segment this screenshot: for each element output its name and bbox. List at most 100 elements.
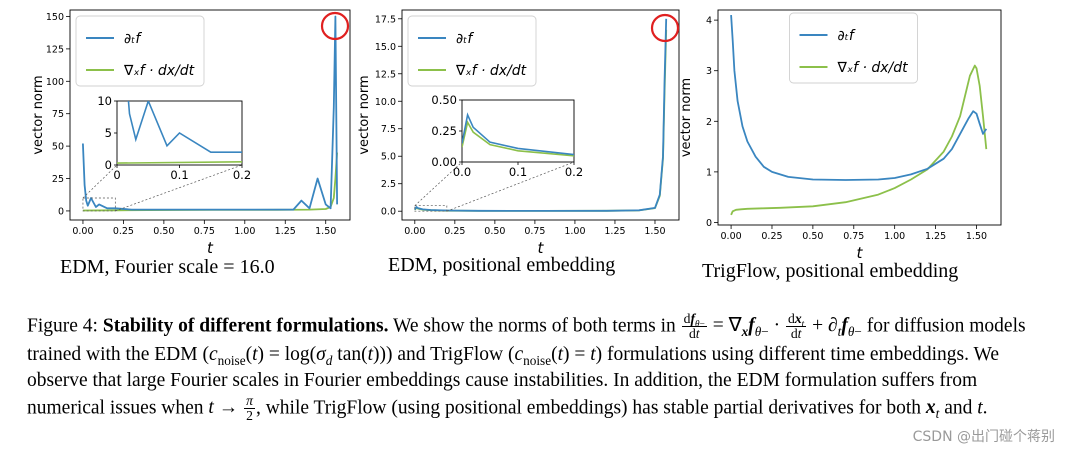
inset-x-tick-label: 0.1 bbox=[170, 168, 188, 182]
x-tick-label: 1.00 bbox=[234, 226, 255, 237]
series-line-0 bbox=[414, 18, 668, 212]
zoom-connector bbox=[414, 161, 463, 206]
legend-label: ∂ₜf bbox=[838, 28, 856, 44]
x-tick-label: 1.25 bbox=[275, 226, 296, 237]
y-tick-label: 1 bbox=[706, 167, 712, 178]
y-tick-label: 25 bbox=[52, 174, 64, 185]
x-tick-label: 0.25 bbox=[113, 226, 134, 237]
inset-x-tick-label: 0.1 bbox=[509, 165, 527, 179]
peak-highlight-circle bbox=[650, 13, 680, 43]
y-axis-label: vector norm bbox=[31, 75, 46, 154]
y-axis-label: vector norm bbox=[357, 75, 372, 154]
x-tick-label: 1.50 bbox=[644, 226, 665, 237]
x-tick-label: 1.00 bbox=[884, 231, 905, 242]
x-tick-label: 0.75 bbox=[194, 226, 215, 237]
inset-y-tick-label: 10 bbox=[97, 94, 112, 108]
x-tick-label: 1.25 bbox=[604, 226, 625, 237]
caption-title: Stability of different formulations. bbox=[102, 315, 389, 337]
inset-x-tick-label: 0.2 bbox=[233, 168, 251, 182]
series-line-0 bbox=[730, 15, 988, 181]
inset-y-tick-label: 0.00 bbox=[431, 155, 457, 169]
caption-sentence-3: and TrigFlow bbox=[397, 343, 504, 365]
x-tick-label: 0.75 bbox=[843, 231, 864, 242]
legend-box bbox=[75, 15, 205, 87]
caption-sentence-2: for diffusion models trained with the ED… bbox=[27, 315, 1026, 365]
y-tick-label: 0 bbox=[58, 206, 64, 217]
y-tick-label: 2 bbox=[706, 117, 712, 128]
inset-chart: 0.0 0.1 0.2 0.00 0.25 0.50 bbox=[414, 93, 583, 212]
caption-equation-3: (cnoise(t) = t) bbox=[507, 343, 603, 368]
caption-sentence-4: formulations using different time embedd… bbox=[27, 343, 1000, 418]
y-tick-label: 17.5 bbox=[375, 14, 396, 25]
inset-y-tick-label: 0 bbox=[105, 158, 112, 172]
x-tick-label: 0.50 bbox=[802, 231, 823, 242]
y-axis-label: vector norm bbox=[679, 78, 694, 157]
caption-sentence-6: and bbox=[944, 396, 973, 418]
legend: ∂ₜf ∇ₓf · dx/dt bbox=[75, 15, 205, 87]
zoom-connector bbox=[446, 161, 575, 212]
x-tick-label: 1.25 bbox=[925, 231, 946, 242]
zoom-connector bbox=[115, 164, 243, 212]
inset-x-tick-label: 0.2 bbox=[565, 165, 583, 179]
legend-box bbox=[789, 12, 918, 84]
caption-equation-2: (cnoise(t) = log(σd tan(t))) bbox=[202, 343, 393, 368]
caption-sentence-1: We show the norms of both terms in bbox=[393, 315, 676, 337]
inset-y-tick-label: 0.25 bbox=[431, 124, 457, 138]
x-tick-label: 0.00 bbox=[72, 226, 93, 237]
x-tick-label: 1.50 bbox=[966, 231, 987, 242]
legend-box bbox=[407, 15, 537, 87]
zoom-region bbox=[82, 197, 116, 212]
inset-frame bbox=[461, 99, 575, 163]
x-axis-label: t bbox=[857, 244, 864, 262]
figure-panels: 0.00 0.25 0.50 0.75 1.00 1.25 1.50025507510012… bbox=[31, 9, 1002, 262]
y-tick-label: 125 bbox=[46, 44, 64, 55]
x-tick-label: 0.00 bbox=[721, 231, 742, 242]
x-tick-label: 0.00 bbox=[404, 226, 425, 237]
y-tick-label: 0 bbox=[706, 218, 712, 229]
x-axis-label: t bbox=[538, 239, 545, 257]
legend-label: ∂ₜf bbox=[124, 31, 142, 47]
y-tick-label: 0.0 bbox=[381, 207, 396, 218]
caption-equation-1: dfθ− dt = ∇xfθ− · dxt dt + ∂tfθ− bbox=[681, 311, 862, 342]
inset-series-line bbox=[127, 101, 242, 154]
legend-label: ∂ₜf bbox=[456, 31, 474, 47]
zoom-region bbox=[414, 205, 448, 212]
x-tick-label: 0.25 bbox=[444, 226, 465, 237]
y-tick-label: 75 bbox=[52, 109, 64, 120]
legend: ∂ₜf ∇ₓf · dx/dt bbox=[407, 15, 537, 87]
inset-series-line bbox=[462, 120, 574, 157]
peak-highlight-circle bbox=[320, 11, 350, 41]
y-tick-label: 10.0 bbox=[375, 97, 396, 108]
inset-x-tick-label: 0 bbox=[113, 168, 120, 182]
series-line-0 bbox=[82, 15, 338, 211]
inset-y-tick-label: 5 bbox=[105, 126, 112, 140]
watermark: CSDN @出门碰个蒋别 bbox=[912, 429, 1055, 445]
x-tick-label: 1.50 bbox=[315, 226, 336, 237]
chart-edm-positional: 0.00 0.25 0.50 0.75 1.00 1.25 1.50 0.0 2.5 5.0 7.5… bbox=[357, 9, 680, 257]
caption-equation-6: t bbox=[977, 396, 983, 418]
x-tick-label: 0.25 bbox=[761, 231, 782, 242]
inset-x-tick-label: 0.0 bbox=[453, 165, 471, 179]
y-tick-label: 12.5 bbox=[375, 69, 396, 80]
panel-caption-trigflow: TrigFlow, positional embedding bbox=[702, 260, 959, 282]
figure-caption: Figure 4: Stability of different formula… bbox=[27, 311, 1047, 423]
y-tick-label: 150 bbox=[46, 12, 64, 23]
y-tick-label: 15.0 bbox=[375, 42, 396, 53]
y-tick-label: 2.5 bbox=[381, 179, 396, 190]
caption-label: Figure 4: bbox=[27, 315, 98, 337]
y-tick-label: 5.0 bbox=[381, 152, 396, 163]
inset-series-line bbox=[462, 112, 574, 156]
y-tick-label: 100 bbox=[46, 77, 64, 88]
series-line-1 bbox=[730, 64, 988, 216]
x-axis-label: t bbox=[207, 239, 214, 257]
inset-chart: 0 0.1 0.2 0 5 10 bbox=[82, 94, 251, 212]
x-tick-label: 1.00 bbox=[564, 226, 585, 237]
x-tick-label: 0.75 bbox=[524, 226, 545, 237]
y-tick-label: 7.5 bbox=[381, 124, 396, 135]
caption-sentence-7: . bbox=[982, 396, 988, 418]
caption-sentence-5: , while TrigFlow (using positional embed… bbox=[255, 396, 922, 418]
legend-label: ∇ₓf · dx/dt bbox=[455, 63, 527, 79]
legend-label: ∇ₓf · dx/dt bbox=[123, 63, 195, 79]
x-tick-label: 0.50 bbox=[153, 226, 174, 237]
